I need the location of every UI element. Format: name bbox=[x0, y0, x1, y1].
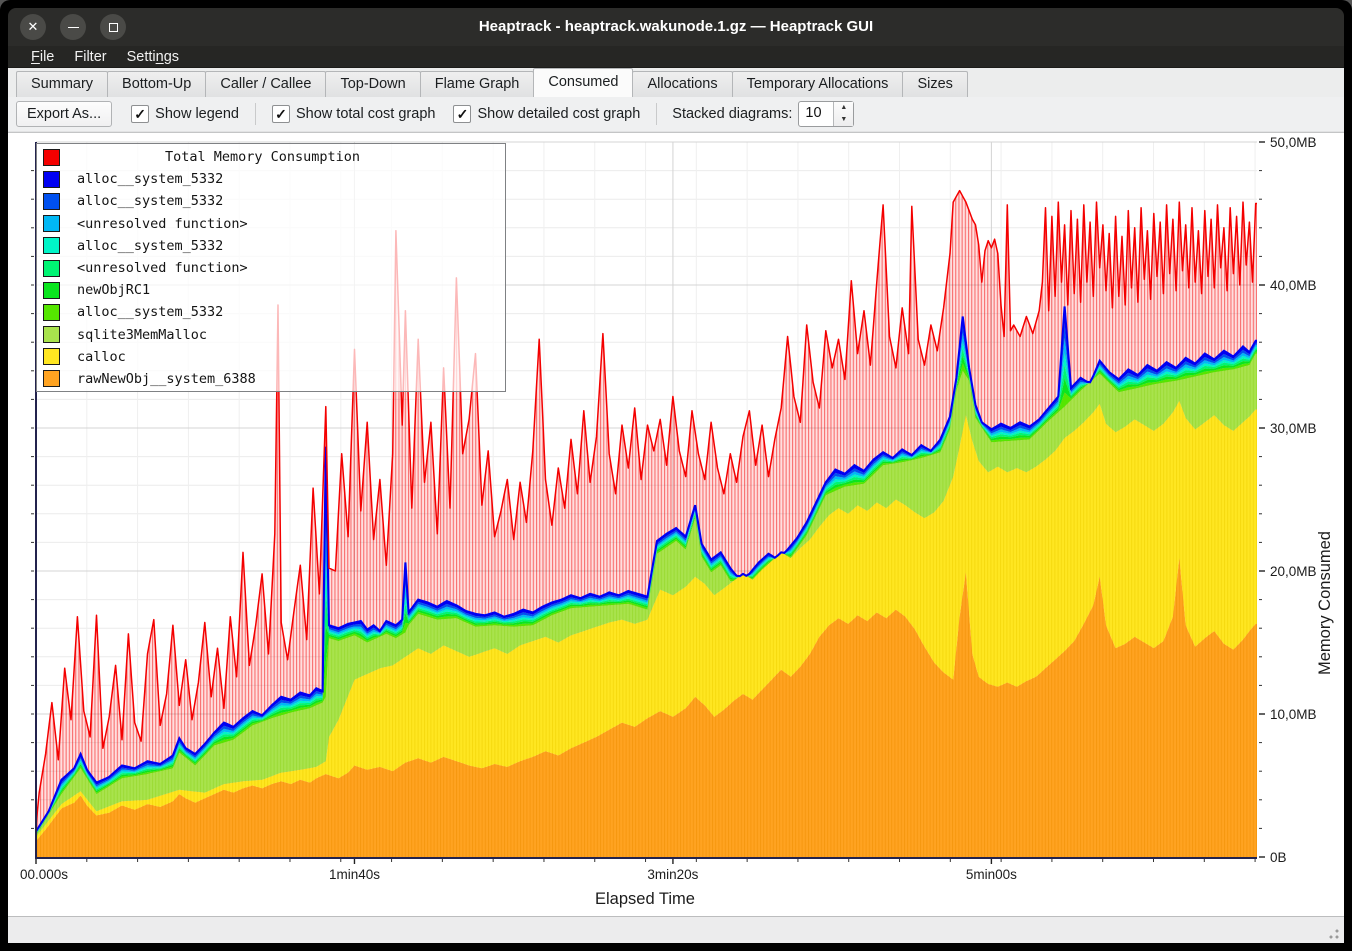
legend-swatch bbox=[43, 170, 60, 188]
legend-title-row: Total Memory Consumption bbox=[37, 146, 505, 168]
legend-item: calloc bbox=[37, 346, 505, 368]
total-consumption-line bbox=[35, 189, 1257, 826]
chart-legend: Total Memory Consumption alloc__system_53… bbox=[36, 143, 506, 392]
checkbox-box[interactable]: ✓ bbox=[453, 105, 472, 123]
legend-swatch-total bbox=[43, 148, 60, 166]
legend-item: <unresolved function> bbox=[37, 257, 505, 279]
legend-swatch bbox=[43, 281, 60, 299]
tab-bar: Summary Bottom-Up Caller / Callee Top-Down F… bbox=[8, 68, 1344, 97]
legend-swatch bbox=[43, 237, 60, 255]
checkbox-label: Show total cost graph bbox=[296, 106, 436, 122]
resize-grip-icon[interactable] bbox=[1326, 926, 1340, 940]
checkbox-show-detailed-cost-graph[interactable]: ✓ Show detailed cost graph bbox=[453, 105, 640, 123]
legend-item: alloc__system_5332 bbox=[37, 190, 505, 212]
series-calloc-area bbox=[36, 400, 1257, 842]
legend-item-label: alloc__system_5332 bbox=[77, 193, 224, 210]
legend-swatch bbox=[43, 259, 60, 277]
legend-swatch bbox=[43, 192, 60, 210]
legend-item-label: <unresolved function> bbox=[77, 215, 248, 232]
legend-item-label: newObjRC1 bbox=[77, 282, 151, 299]
toolbar-separator bbox=[656, 103, 658, 125]
chart-canvas[interactable]: 00.000s 1min40s 3min20s 5min00s 0B 10,0MB 20,0… bbox=[8, 133, 1344, 917]
tab-caller-callee[interactable]: Caller / Callee bbox=[205, 71, 327, 97]
y-tick-label: 40,0MB bbox=[1270, 278, 1317, 293]
checkbox-box[interactable]: ✓ bbox=[272, 105, 290, 123]
legend-item-label: alloc__system_5332 bbox=[77, 237, 224, 254]
legend-item-label: <unresolved function> bbox=[77, 260, 248, 277]
checkbox-label: Show legend bbox=[155, 106, 239, 122]
spinner-up-icon[interactable]: ▲ bbox=[840, 104, 848, 111]
spinner-value[interactable]: 10 bbox=[805, 105, 822, 121]
title-bar[interactable]: ✕ Heaptrack - heaptrack.wakunode.1.gz — … bbox=[8, 8, 1344, 46]
legend-item: <unresolved function> bbox=[37, 213, 505, 235]
stacked-diagrams-label: Stacked diagrams: bbox=[672, 106, 793, 122]
legend-swatch bbox=[43, 326, 60, 344]
checkbox-label: Show detailed cost graph bbox=[477, 106, 641, 122]
tab-sizes[interactable]: Sizes bbox=[902, 71, 968, 97]
legend-item: alloc__system_5332 bbox=[37, 168, 505, 190]
y-axis-title: Memory Consumed bbox=[1316, 531, 1334, 675]
y-tick-label: 30,0MB bbox=[1270, 421, 1317, 436]
status-strip bbox=[8, 916, 1344, 943]
tab-flame-graph[interactable]: Flame Graph bbox=[419, 71, 535, 97]
export-as-button[interactable]: Export As... bbox=[16, 101, 113, 127]
y-tick-label: 20,0MB bbox=[1270, 564, 1317, 579]
legend-swatch bbox=[43, 370, 60, 388]
legend-item-label: alloc__system_5332 bbox=[77, 171, 224, 188]
menu-bar: File Filter Settings bbox=[8, 46, 1344, 68]
stack-top-line bbox=[35, 306, 1257, 832]
checkbox-show-legend[interactable]: ✓ Show legend bbox=[131, 105, 239, 123]
legend-item-label: rawNewObj__system_6388 bbox=[77, 370, 256, 387]
x-tick-label: 3min20s bbox=[647, 867, 698, 882]
menu-item-filter[interactable]: Filter bbox=[74, 48, 107, 65]
tab-temporary-allocations[interactable]: Temporary Allocations bbox=[731, 71, 904, 97]
x-axis-title: Elapsed Time bbox=[595, 890, 695, 908]
y-tick-label: 10,0MB bbox=[1270, 707, 1317, 722]
legend-item: alloc__system_5332 bbox=[37, 235, 505, 257]
tab-bottom-up[interactable]: Bottom-Up bbox=[107, 71, 207, 97]
close-icon[interactable]: ✕ bbox=[20, 14, 46, 40]
checkbox-box[interactable]: ✓ bbox=[131, 105, 150, 123]
maximize-icon[interactable] bbox=[100, 14, 126, 40]
x-tick-label: 5min00s bbox=[966, 867, 1017, 882]
x-tick-label: 1min40s bbox=[329, 867, 380, 882]
legend-item-label: sqlite3MemMalloc bbox=[77, 326, 208, 343]
x-tick-label: 00.000s bbox=[20, 867, 68, 882]
window-title: Heaptrack - heaptrack.wakunode.1.gz — He… bbox=[478, 18, 874, 35]
tab-top-down[interactable]: Top-Down bbox=[325, 71, 421, 97]
menu-item-settings[interactable]: Settings bbox=[126, 48, 180, 65]
series-sqlite3memmalloc-area bbox=[36, 353, 1257, 837]
legend-title: Total Memory Consumption bbox=[164, 149, 361, 166]
tab-consumed[interactable]: Consumed bbox=[533, 68, 634, 97]
menu-item-file[interactable]: File bbox=[31, 48, 55, 65]
series-rawnewobj-area bbox=[36, 558, 1257, 857]
tab-allocations[interactable]: Allocations bbox=[632, 71, 733, 97]
memory-consumption-chart[interactable]: 00.000s 1min40s 3min20s 5min00s 0B 10,0MB 20,0… bbox=[8, 132, 1344, 916]
legend-item: sqlite3MemMalloc bbox=[37, 324, 505, 346]
tab-summary[interactable]: Summary bbox=[16, 71, 109, 97]
toolbar: Export As... ✓ Show legend ✓ Show total cos… bbox=[8, 97, 1344, 132]
legend-swatch bbox=[43, 348, 60, 366]
spinner-down-icon[interactable]: ▼ bbox=[840, 116, 848, 123]
toolbar-separator bbox=[255, 103, 256, 125]
legend-item: newObjRC1 bbox=[37, 279, 505, 301]
y-tick-label: 50,0MB bbox=[1270, 135, 1317, 150]
legend-item-label: alloc__system_5332 bbox=[77, 304, 224, 321]
stacked-diagrams-spinner[interactable]: 10 ▲ ▼ bbox=[798, 101, 855, 127]
checkbox-show-total-cost-graph[interactable]: ✓ Show total cost graph bbox=[272, 105, 435, 123]
legend-item: alloc__system_5332 bbox=[37, 301, 505, 323]
legend-swatch bbox=[43, 215, 60, 233]
legend-item: rawNewObj__system_6388 bbox=[37, 368, 505, 390]
legend-item-label: calloc bbox=[77, 348, 126, 365]
window-controls: ✕ bbox=[20, 14, 126, 40]
minimize-icon[interactable] bbox=[60, 14, 86, 40]
y-tick-label: 0B bbox=[1270, 850, 1287, 865]
legend-swatch bbox=[43, 303, 60, 321]
